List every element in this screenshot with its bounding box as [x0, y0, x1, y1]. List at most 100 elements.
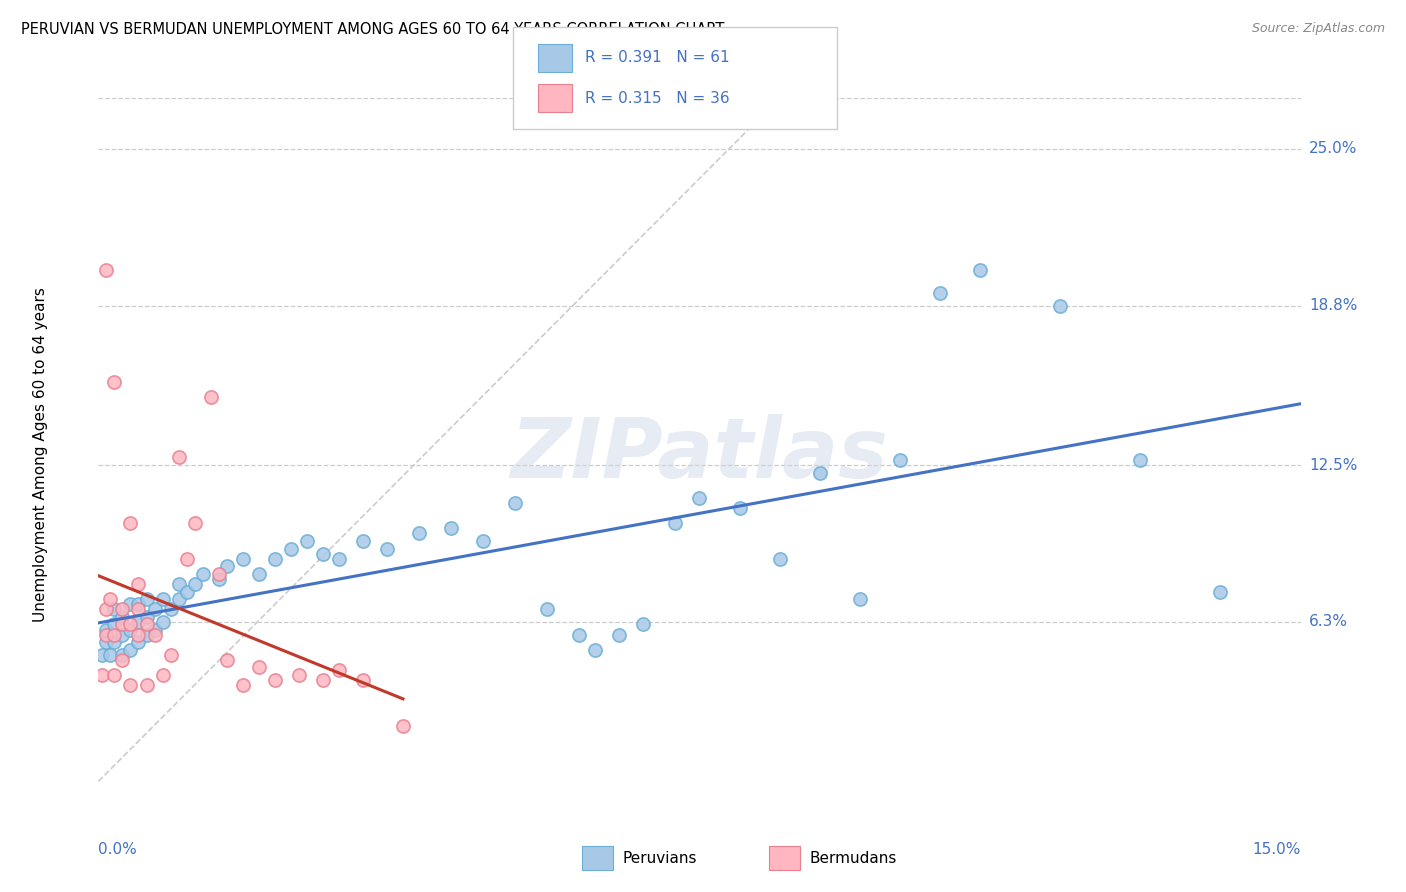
Point: [440, 521, 463, 535]
Point: [135, 592, 157, 607]
Point: [100, 592, 122, 607]
Point: [143, 602, 166, 616]
Point: [183, 516, 205, 531]
Point: [103, 668, 125, 682]
Point: [536, 602, 558, 616]
Point: [103, 602, 125, 616]
Text: PERUVIAN VS BERMUDAN UNEMPLOYMENT AMONG AGES 60 TO 64 YEARS CORRELATION CHART: PERUVIAN VS BERMUDAN UNEMPLOYMENT AMONG …: [21, 22, 724, 37]
Point: [633, 617, 655, 632]
Point: [392, 719, 415, 733]
Point: [152, 592, 174, 607]
Text: 6.3%: 6.3%: [1309, 615, 1348, 630]
Point: [120, 678, 142, 692]
Point: [688, 491, 710, 505]
Point: [111, 653, 134, 667]
Point: [152, 668, 174, 682]
Point: [120, 617, 142, 632]
Text: Source: ZipAtlas.com: Source: ZipAtlas.com: [1251, 22, 1385, 36]
Point: [247, 566, 270, 581]
Point: [263, 673, 285, 687]
Point: [143, 623, 166, 637]
Point: [295, 533, 318, 548]
Point: [1129, 453, 1152, 467]
Text: 0.0%: 0.0%: [98, 842, 138, 857]
Point: [96, 263, 118, 277]
Point: [375, 541, 398, 556]
Point: [128, 602, 150, 616]
Point: [768, 551, 790, 566]
Point: [352, 533, 374, 548]
Point: [100, 648, 122, 662]
Point: [135, 610, 157, 624]
Point: [263, 551, 285, 566]
Point: [135, 678, 157, 692]
Point: [128, 597, 150, 611]
Text: Bermudans: Bermudans: [810, 851, 897, 865]
Point: [889, 453, 911, 467]
Text: R = 0.315   N = 36: R = 0.315 N = 36: [585, 91, 730, 105]
Point: [159, 648, 181, 662]
Point: [128, 615, 150, 629]
Point: [167, 592, 190, 607]
Point: [232, 551, 254, 566]
Point: [167, 577, 190, 591]
Text: 12.5%: 12.5%: [1309, 458, 1357, 473]
Point: [929, 285, 952, 300]
Point: [159, 602, 181, 616]
Point: [312, 673, 335, 687]
Point: [208, 566, 231, 581]
Point: [135, 627, 157, 641]
Point: [111, 617, 134, 632]
Point: [128, 635, 150, 649]
Point: [111, 648, 134, 662]
Text: 18.8%: 18.8%: [1309, 298, 1357, 313]
Point: [200, 390, 222, 404]
Point: [215, 559, 238, 574]
Point: [215, 653, 238, 667]
Point: [969, 263, 991, 277]
Point: [352, 673, 374, 687]
Point: [232, 678, 254, 692]
Point: [503, 496, 526, 510]
Point: [183, 577, 205, 591]
Point: [111, 610, 134, 624]
Point: [288, 668, 311, 682]
Point: [1209, 584, 1232, 599]
Point: [120, 623, 142, 637]
Point: [143, 627, 166, 641]
Point: [120, 642, 142, 657]
Text: R = 0.391   N = 61: R = 0.391 N = 61: [585, 51, 730, 65]
Point: [135, 617, 157, 632]
Point: [583, 642, 606, 657]
Point: [176, 584, 198, 599]
Point: [103, 375, 125, 389]
Text: ZIPatlas: ZIPatlas: [510, 415, 889, 495]
Point: [312, 547, 335, 561]
Point: [91, 668, 114, 682]
Text: 25.0%: 25.0%: [1309, 141, 1357, 156]
Point: [120, 597, 142, 611]
Point: [103, 627, 125, 641]
Point: [152, 615, 174, 629]
Point: [408, 526, 430, 541]
Point: [328, 663, 350, 677]
Point: [96, 602, 118, 616]
Point: [328, 551, 350, 566]
Point: [849, 592, 872, 607]
Text: Unemployment Among Ages 60 to 64 years: Unemployment Among Ages 60 to 64 years: [34, 287, 48, 623]
Point: [728, 501, 751, 516]
Point: [280, 541, 302, 556]
Point: [96, 635, 118, 649]
Point: [167, 450, 190, 465]
Point: [1049, 299, 1071, 313]
Point: [91, 648, 114, 662]
Point: [111, 602, 134, 616]
Point: [808, 466, 831, 480]
Point: [208, 572, 231, 586]
Point: [128, 627, 150, 641]
Point: [120, 516, 142, 531]
Point: [609, 627, 631, 641]
Point: [128, 577, 150, 591]
Point: [176, 551, 198, 566]
Point: [103, 617, 125, 632]
